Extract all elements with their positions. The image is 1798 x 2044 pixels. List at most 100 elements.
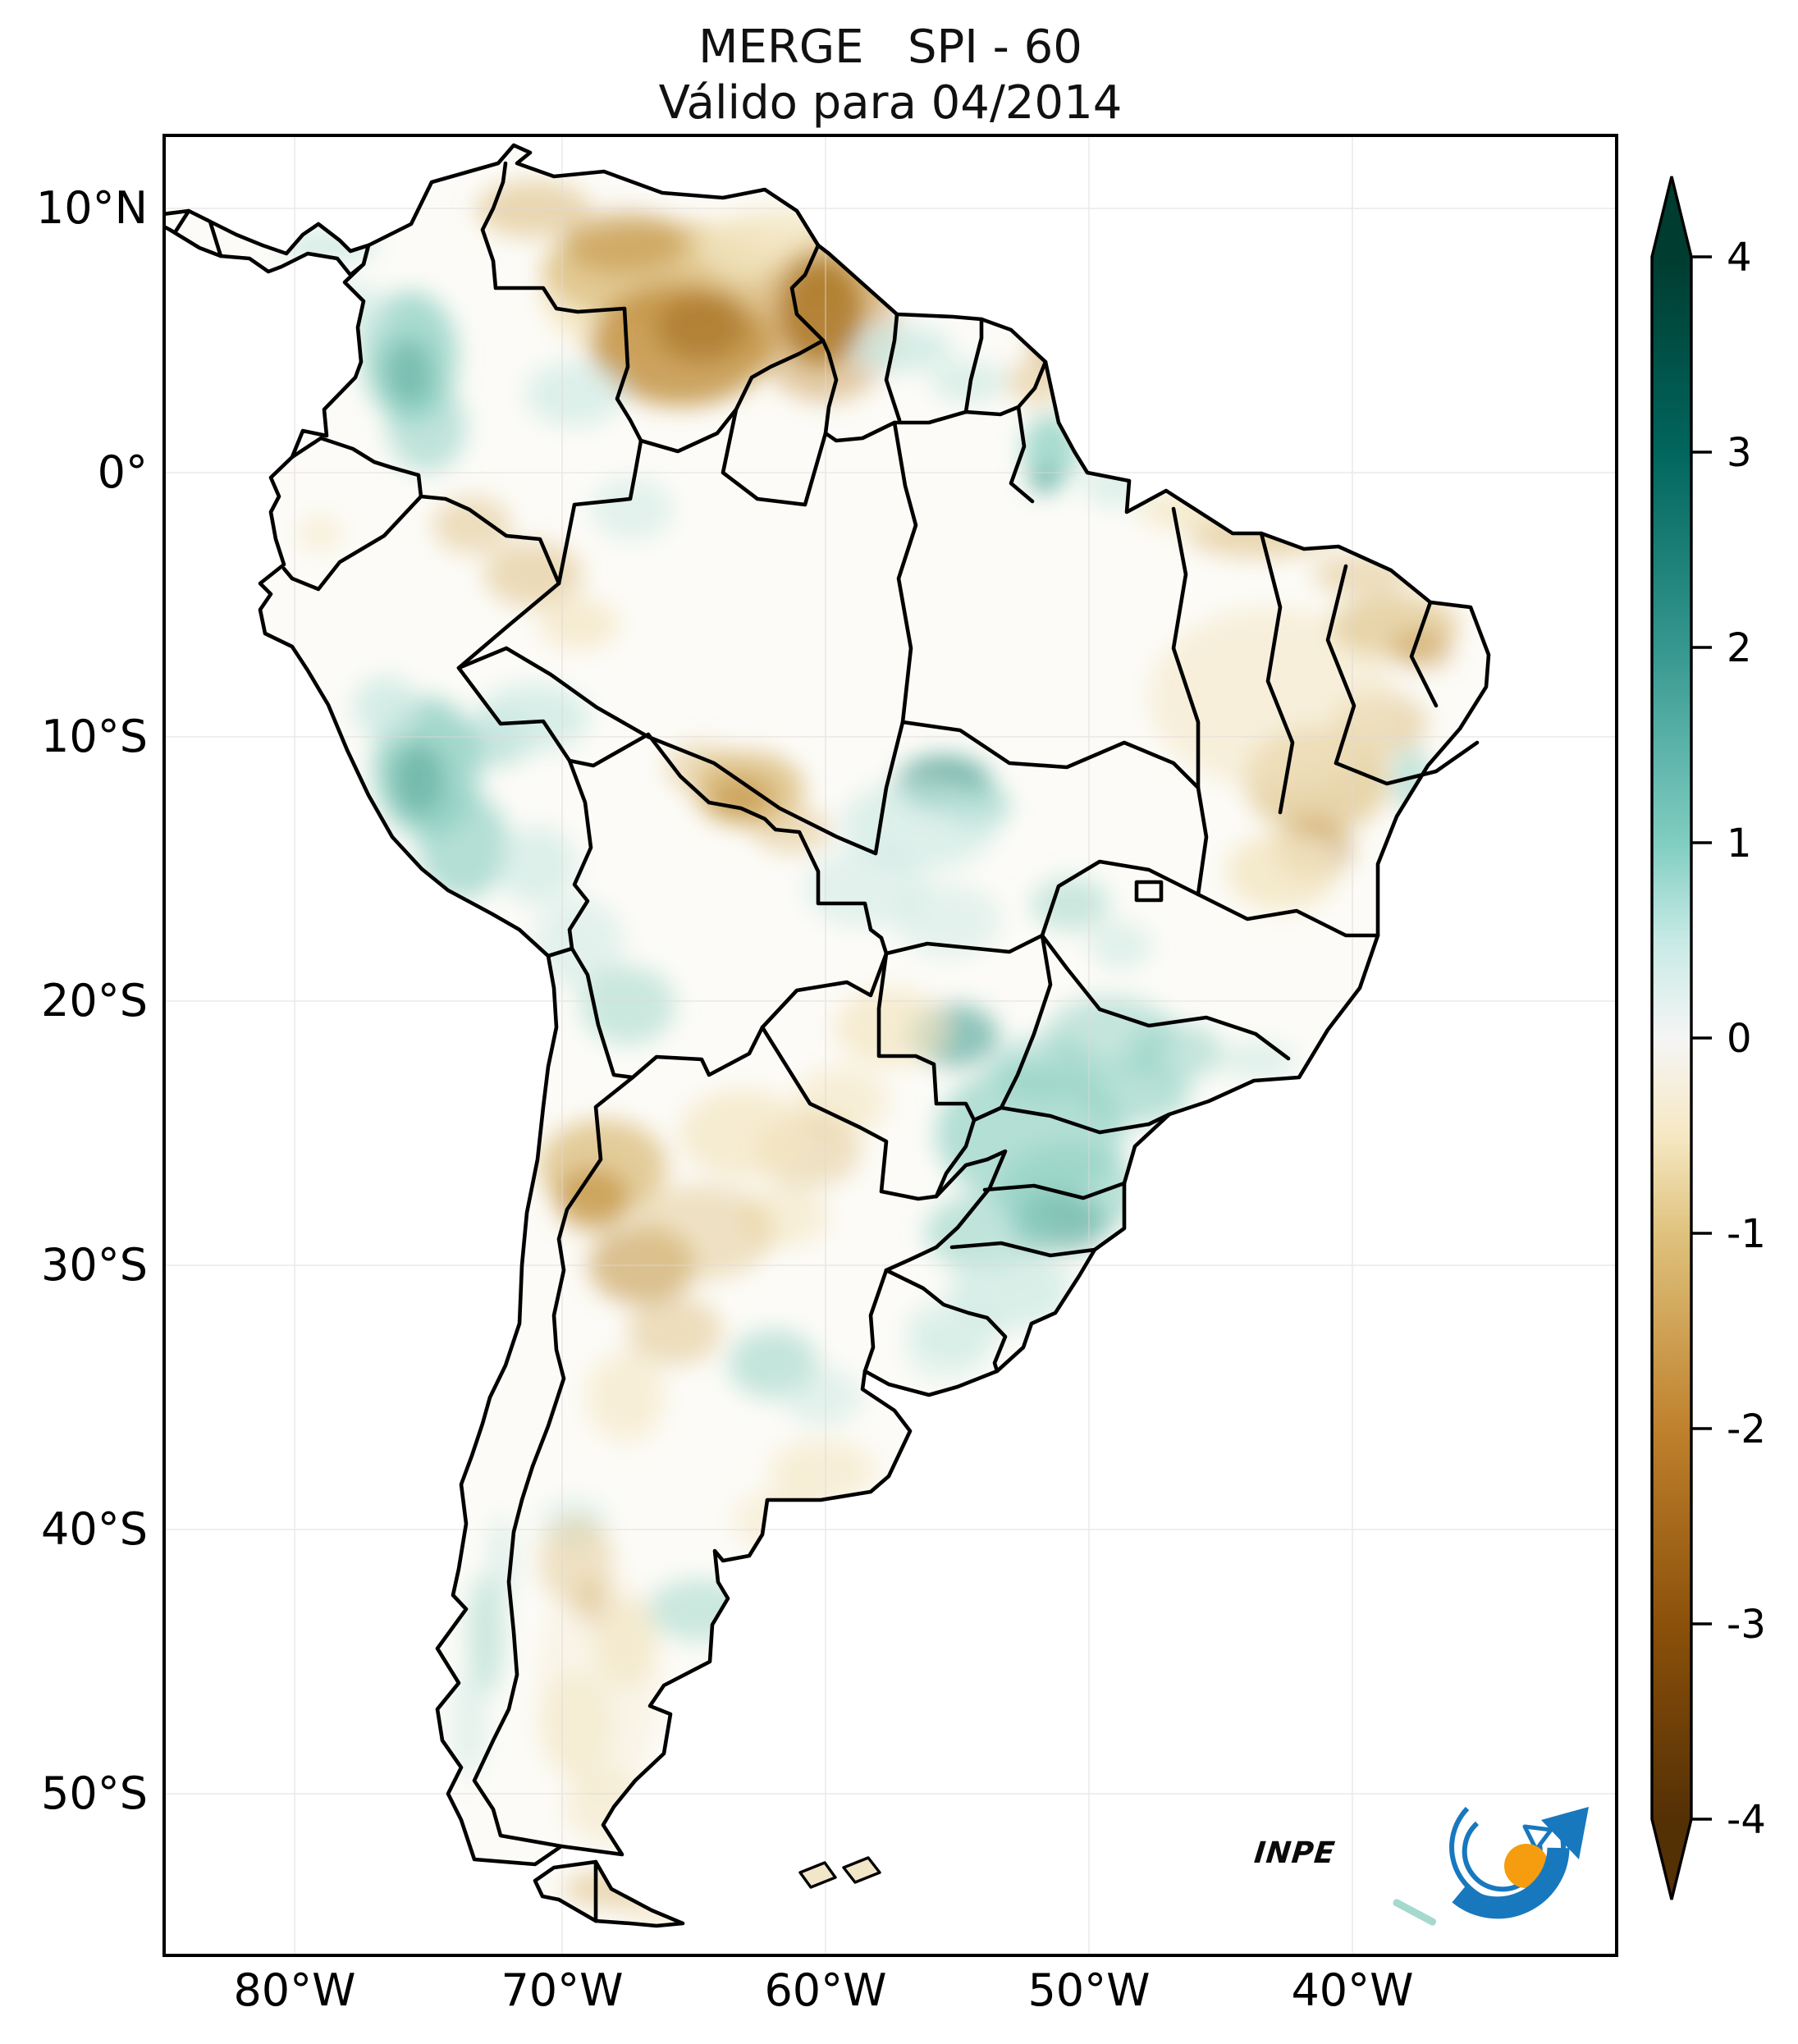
spi-anomaly-region (1083, 461, 1149, 507)
spi-anomaly-region (556, 1168, 629, 1231)
border-venezuela-brazil (638, 338, 826, 454)
state-border-rondonia (646, 734, 878, 856)
spi-anomaly-region (1390, 630, 1453, 670)
spi-anomaly-region (1089, 922, 1151, 968)
state-border-df (1134, 880, 1164, 903)
colorbar-tick-label: -3 (1727, 1602, 1766, 1648)
state-border-mg-sp-rj (1064, 966, 1291, 1061)
border-panama-costa-rica (208, 219, 223, 258)
spi-anomaly-region (1032, 877, 1110, 931)
spi-anomaly-region (580, 966, 675, 1045)
spi-anomaly-region (804, 848, 927, 927)
border-colombia-peru (419, 494, 561, 586)
spi-anomaly-region (906, 1328, 985, 1383)
spi-anomaly-region (1128, 1022, 1223, 1081)
spi-anomaly-region (562, 211, 685, 273)
spi-anomaly-region (629, 1185, 774, 1280)
state-border-mt-ms (884, 933, 1045, 956)
state-border-amapa (1009, 405, 1035, 504)
border-brazil-bolivia (567, 732, 889, 956)
inpe-logo-text: INPE (1252, 1836, 1337, 1870)
border-paraguay-argentina (760, 1025, 939, 1201)
spi-anomaly-region (498, 826, 577, 905)
state-border-piaui-ceara (1325, 564, 1357, 766)
spi-anomaly-region (391, 743, 446, 816)
ocean-pixel-artifact (1393, 1899, 1437, 1926)
inpe-logo-big-arrow-arc (1452, 1847, 1570, 1919)
page-title: MERGE SPI - 60 (698, 21, 1082, 74)
lon-tick-label: 80°W (233, 1964, 356, 2016)
state-border-pr-sc (982, 1181, 1127, 1200)
state-border-para-mato-grosso (900, 720, 1201, 790)
state-border-para-maranhao (1171, 506, 1201, 790)
border-suriname-french-guiana (963, 317, 984, 414)
spi-anomaly-region (478, 684, 589, 752)
border-ecuador-peru (281, 494, 423, 592)
inpe-logo-big-arrow-head (1541, 1807, 1589, 1859)
state-border-mt-go (1040, 859, 1201, 938)
spi-anomaly-region (646, 1579, 753, 1641)
spi-anomaly-region (835, 988, 946, 1067)
spi-anomaly-region (591, 478, 673, 540)
spi-anomaly-region (484, 542, 583, 607)
lat-tick-label: 10°N (35, 182, 148, 234)
political-borders (164, 143, 1491, 1928)
state-border-sc-rs (949, 1241, 1097, 1258)
coastline-south-america (258, 143, 1491, 1867)
spi-anomaly-region (734, 1488, 829, 1551)
spi-anomaly-region (539, 597, 618, 650)
spi-anomaly-region (1032, 469, 1056, 492)
state-border-maranhao-piaui (1259, 531, 1295, 815)
state-border-go-mg (1040, 933, 1069, 971)
colorbar-tick-label: 4 (1727, 235, 1752, 281)
border-bolivia-paraguay (760, 951, 889, 1030)
spi-anomaly-region (769, 1439, 876, 1502)
colorbar-ticks: 4 3 2 1 0 -1 -2 -3 -4 (1691, 235, 1766, 1843)
border-guyana-suriname (884, 312, 902, 423)
spi-anomaly-region (657, 295, 747, 361)
spi-anomaly-region (451, 1671, 487, 1778)
spi-anomaly-region (894, 884, 1001, 958)
border-paraguay-brazil (876, 951, 977, 1199)
lat-tick-label: 0° (97, 446, 148, 498)
lat-tick-label: 20°S (41, 975, 148, 1027)
spi-anomaly-region (783, 1368, 862, 1425)
spi-anomaly-region (853, 326, 952, 372)
spi-anomaly-region (432, 496, 511, 554)
spi-anomaly-region (525, 361, 624, 427)
spi-anomaly-region (717, 1612, 796, 1658)
border-brazil-uruguay (884, 1268, 1008, 1374)
state-border-acre-amazonas (456, 646, 651, 739)
border-suriname-brazil (892, 409, 968, 425)
state-border-mg-ba (1196, 892, 1380, 938)
border-colombia-ecuador (290, 436, 423, 499)
colorbar-gradient-bar (1650, 176, 1693, 1900)
state-border-tocantins (1196, 785, 1209, 897)
lon-tick-label: 70°W (501, 1964, 624, 2016)
lat-tick-label: 40°S (41, 1503, 148, 1555)
border-argentina-uruguay (862, 1268, 889, 1374)
spi-anomaly-region (841, 780, 997, 870)
state-border-sp-pr (999, 1105, 1172, 1135)
colorbar-tick-label: -4 (1727, 1797, 1766, 1843)
spi-anomaly-region (1338, 1022, 1387, 1063)
colorbar-tick-label: 1 (1727, 821, 1752, 867)
lon-tick-label: 60°W (764, 1964, 887, 2016)
border-costa-rica-nicaragua (173, 208, 191, 234)
colorbar-tick-label: 0 (1727, 1016, 1752, 1062)
spi-anomaly-region (384, 338, 433, 404)
border-chile-argentina (472, 1075, 635, 1849)
border-peru-chile (546, 946, 574, 958)
spi-anomaly-region (931, 361, 1005, 402)
lon-tick-label: 40°W (1291, 1964, 1414, 2016)
coastline-tierra-del-fuego (533, 1859, 685, 1928)
spi-anomaly-region (533, 899, 624, 989)
border-bolivia-argentina (630, 1025, 765, 1080)
state-border-amazonas-mato-grosso (873, 720, 905, 856)
spi-anomaly-region (679, 1089, 807, 1179)
spi-anomaly-region (419, 792, 509, 899)
border-bolivia-peru (567, 758, 593, 951)
lat-tick-label: 30°S (41, 1239, 148, 1291)
border-peru-brazil (456, 581, 572, 763)
